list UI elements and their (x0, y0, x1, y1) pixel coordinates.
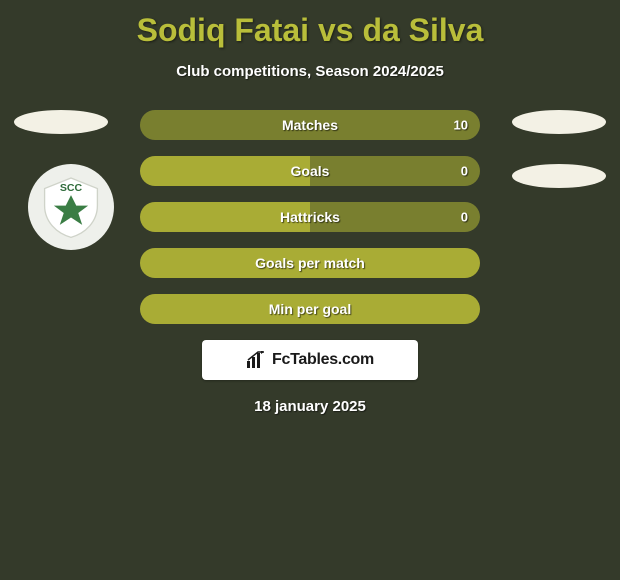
stat-row: Min per goal (140, 294, 480, 324)
stat-value-right: 0 (461, 164, 468, 179)
stat-row: Goals per match (140, 248, 480, 278)
player-right-ellipse-2 (512, 164, 606, 188)
bar-left-fill (140, 156, 310, 186)
bars-container: Matches 10 Goals 0 Hattricks 0 Goals per match… (140, 110, 480, 324)
brand-box[interactable]: FcTables.com (202, 340, 418, 380)
badge-text: SCC (60, 182, 83, 194)
subtitle: Club competitions, Season 2024/2025 (0, 63, 620, 80)
chart-bars-icon (246, 351, 268, 369)
stat-value-right: 10 (454, 118, 468, 133)
player-right-ellipse-1 (512, 110, 606, 134)
stat-row: Hattricks 0 (140, 202, 480, 232)
stat-label: Goals (291, 163, 330, 179)
stat-value-right: 0 (461, 210, 468, 225)
stat-label: Hattricks (280, 209, 340, 225)
player-left-ellipse-1 (14, 110, 108, 134)
stat-row: Matches 10 (140, 110, 480, 140)
page-title: Sodiq Fatai vs da Silva (0, 0, 620, 49)
brand-label: FcTables.com (272, 351, 374, 369)
team-badge-left: SCC (28, 164, 114, 250)
stat-label: Matches (282, 117, 338, 133)
shield-icon: SCC (38, 174, 104, 240)
date-label: 18 january 2025 (0, 398, 620, 415)
stat-label: Goals per match (255, 255, 365, 271)
comparison-chart: SCC Matches 10 Goals 0 Hattricks 0 Goals per m… (0, 110, 620, 415)
stat-label: Min per goal (269, 301, 351, 317)
stat-row: Goals 0 (140, 156, 480, 186)
bar-right-fill (310, 156, 480, 186)
